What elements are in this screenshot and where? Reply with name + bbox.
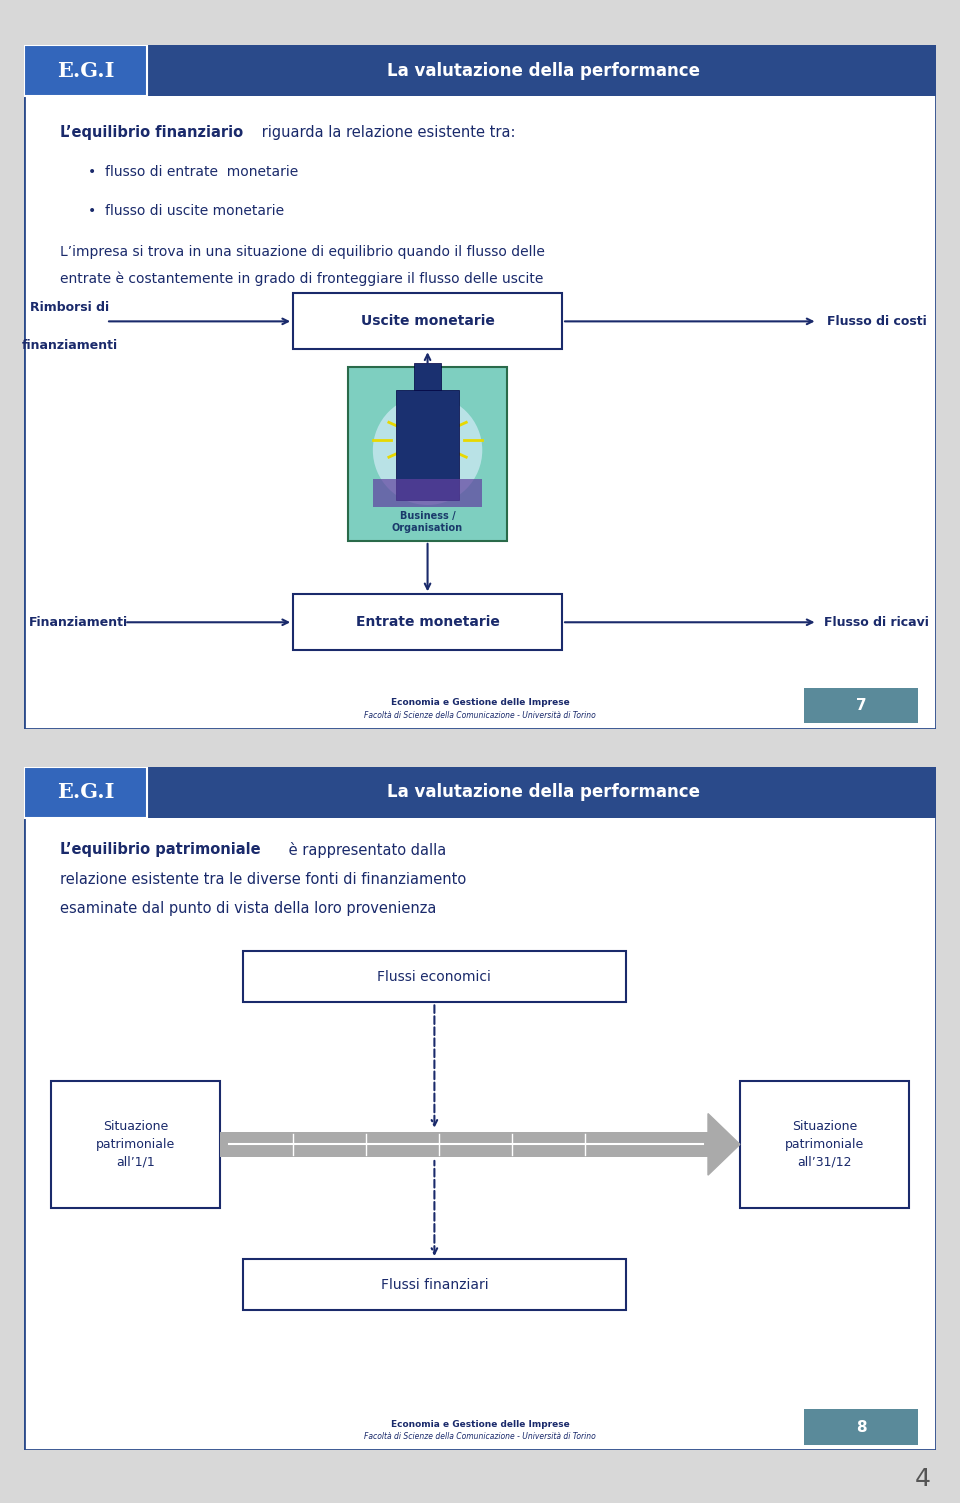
Text: relazione esistente tra le diverse fonti di finanziamento: relazione esistente tra le diverse fonti… (60, 872, 467, 887)
Text: Economia e Gestione delle Imprese: Economia e Gestione delle Imprese (391, 699, 569, 708)
Text: Entrate monetarie: Entrate monetarie (355, 615, 499, 630)
FancyBboxPatch shape (293, 293, 562, 349)
Text: è rappresentato dalla: è rappresentato dalla (284, 842, 446, 858)
Text: L’impresa si trova in una situazione di equilibrio quando il flusso delle: L’impresa si trova in una situazione di … (60, 245, 545, 259)
Text: La valutazione della performance: La valutazione della performance (387, 783, 701, 801)
FancyBboxPatch shape (243, 1260, 626, 1311)
Text: Facoltà di Scienze della Comunicazione - Università di Torino: Facoltà di Scienze della Comunicazione -… (364, 711, 596, 720)
FancyBboxPatch shape (220, 1132, 722, 1157)
Text: Uscite monetarie: Uscite monetarie (361, 314, 494, 328)
Text: E.G.I: E.G.I (58, 60, 115, 81)
Polygon shape (708, 1114, 740, 1175)
Text: Flusso di ricavi: Flusso di ricavi (825, 616, 929, 628)
FancyBboxPatch shape (243, 951, 626, 1003)
FancyBboxPatch shape (24, 767, 147, 818)
FancyBboxPatch shape (804, 688, 918, 723)
FancyBboxPatch shape (293, 594, 562, 651)
Text: Flussi economici: Flussi economici (377, 969, 492, 984)
FancyBboxPatch shape (396, 391, 460, 500)
Text: 4: 4 (915, 1467, 931, 1491)
FancyBboxPatch shape (24, 45, 147, 96)
Text: Facoltà di Scienze della Comunicazione - Università di Torino: Facoltà di Scienze della Comunicazione -… (364, 1432, 596, 1441)
FancyBboxPatch shape (740, 1081, 908, 1207)
Text: entrate è costantemente in grado di fronteggiare il flusso delle uscite: entrate è costantemente in grado di fron… (60, 272, 544, 286)
Text: •  flusso di uscite monetarie: • flusso di uscite monetarie (88, 204, 284, 218)
Text: Flussi finanziari: Flussi finanziari (380, 1278, 489, 1291)
Text: E.G.I: E.G.I (58, 782, 115, 803)
Text: L’equilibrio patrimoniale: L’equilibrio patrimoniale (60, 843, 261, 858)
Text: •  flusso di entrate  monetarie: • flusso di entrate monetarie (88, 165, 299, 179)
Text: Flusso di costi: Flusso di costi (827, 314, 926, 328)
Text: 8: 8 (856, 1420, 867, 1435)
Text: 7: 7 (856, 699, 867, 714)
Text: riguarda la relazione esistente tra:: riguarda la relazione esistente tra: (256, 125, 516, 140)
FancyBboxPatch shape (24, 45, 936, 96)
Text: La valutazione della performance: La valutazione della performance (387, 62, 701, 80)
FancyBboxPatch shape (414, 364, 442, 391)
Text: Business /
Organisation: Business / Organisation (392, 511, 463, 532)
Ellipse shape (372, 395, 482, 505)
FancyBboxPatch shape (24, 767, 936, 818)
FancyBboxPatch shape (804, 1410, 918, 1444)
Text: Economia e Gestione delle Imprese: Economia e Gestione delle Imprese (391, 1420, 569, 1429)
Text: Rimborsi di: Rimborsi di (30, 301, 109, 314)
Text: esaminate dal punto di vista della loro provenienza: esaminate dal punto di vista della loro … (60, 900, 437, 915)
FancyBboxPatch shape (52, 1081, 220, 1207)
FancyBboxPatch shape (348, 367, 507, 541)
FancyBboxPatch shape (24, 45, 936, 729)
Text: L’equilibrio finanziario: L’equilibrio finanziario (60, 125, 244, 140)
Text: Situazione
patrimoniale
all’1/1: Situazione patrimoniale all’1/1 (96, 1120, 176, 1169)
FancyBboxPatch shape (24, 767, 936, 1450)
Text: finanziamenti: finanziamenti (21, 338, 118, 352)
Text: Situazione
patrimoniale
all’31/12: Situazione patrimoniale all’31/12 (784, 1120, 864, 1169)
FancyBboxPatch shape (372, 479, 482, 507)
Text: Finanziamenti: Finanziamenti (29, 616, 129, 628)
